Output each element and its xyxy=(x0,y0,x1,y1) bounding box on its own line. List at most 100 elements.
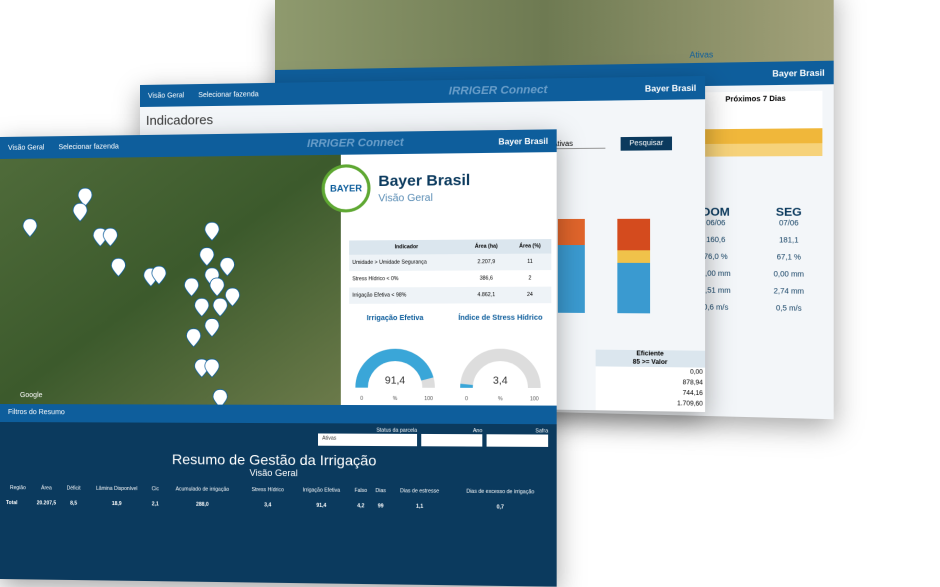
cell: 11 xyxy=(509,254,552,271)
satellite-map xyxy=(275,0,834,70)
header: Dias xyxy=(372,485,390,497)
cell: 3,4 xyxy=(243,496,293,515)
header: Área (ha) xyxy=(464,239,509,254)
day-day: SEG xyxy=(762,206,816,219)
filters: Ativas Pesquisar xyxy=(553,139,695,161)
front-screen: Visão Geral Selecionar fazenda IRRIGER C… xyxy=(0,129,557,586)
cell: Umidade > Umidade Segurança xyxy=(349,254,464,271)
table-header: Próximos 7 Dias xyxy=(689,91,822,104)
header: Área xyxy=(31,482,62,494)
cell: 386,6 xyxy=(464,270,509,287)
bar-chart xyxy=(553,203,695,319)
filter: Ano xyxy=(421,428,482,447)
gauge-unit: % xyxy=(393,396,398,402)
bar xyxy=(617,250,650,263)
filters-title: Filtros do Resumo xyxy=(0,404,557,424)
gauge-value: 91,4 xyxy=(385,375,406,386)
cell: Stress Hídrico < 0% xyxy=(349,271,464,288)
nav-item[interactable]: Visão Geral xyxy=(8,144,44,151)
row xyxy=(689,128,822,144)
cell: Total xyxy=(5,494,31,512)
row xyxy=(689,143,822,157)
logo: IRRIGER Connect xyxy=(307,137,404,151)
header: Dias de excesso de irrigação xyxy=(449,485,551,498)
header: Déficit xyxy=(62,482,85,494)
day-humidity: 67,1 % xyxy=(762,254,816,262)
header: Indicador xyxy=(349,240,464,255)
gauge-unit: % xyxy=(498,396,503,402)
bar xyxy=(617,219,650,251)
brand: Bayer Brasil xyxy=(645,83,696,93)
logo: IRRIGER Connect xyxy=(449,84,548,98)
gauge-max: 100 xyxy=(424,396,433,402)
header: Acumulado de irrigação xyxy=(162,483,243,496)
cell: 1,1 xyxy=(390,497,450,516)
gauge-title: Irrigação Efetiva xyxy=(367,315,424,322)
brand-title: Bayer Brasil xyxy=(378,172,470,190)
header: Stress Hídrico xyxy=(243,484,293,497)
brand: Bayer Brasil xyxy=(499,136,549,146)
nav-item[interactable]: Selecionar fazenda xyxy=(58,143,118,151)
nav-item[interactable]: Visão Geral xyxy=(148,92,184,100)
cell: 2,1 xyxy=(148,495,162,513)
cell: 2.207,9 xyxy=(464,254,509,271)
search-button[interactable]: Pesquisar xyxy=(621,137,673,151)
cell: 99 xyxy=(372,497,390,516)
filter-select[interactable]: Ativas xyxy=(318,433,417,446)
info-panel: BAYER Bayer Brasil Visão Geral Indicador… xyxy=(341,152,557,406)
filter[interactable]: Ativas xyxy=(553,140,606,149)
nav-item[interactable]: Selecionar fazenda xyxy=(198,91,258,99)
cell: 8,5 xyxy=(62,495,85,513)
cell: 2 xyxy=(509,270,552,287)
map[interactable]: Google xyxy=(0,155,341,405)
header: Irrigação Efetiva xyxy=(293,484,350,497)
bar xyxy=(558,219,585,245)
subtitle: Visão Geral xyxy=(378,193,433,205)
gauge-min: 0 xyxy=(360,396,363,402)
header: Falso xyxy=(350,485,371,497)
header: Cic xyxy=(148,483,162,495)
header: Lâmina Disponível xyxy=(85,483,148,496)
day-rain: 0,00 mm xyxy=(762,271,816,279)
header: Dias de estresse xyxy=(390,485,450,498)
day-evap: 2,74 mm xyxy=(762,288,816,296)
brand: Bayer Brasil xyxy=(772,68,824,78)
map-credit: Google xyxy=(20,392,43,399)
day-et: 181,1 xyxy=(762,237,816,245)
cell: 18,9 xyxy=(85,495,148,514)
map-background xyxy=(0,155,341,405)
gauges: Irrigação Efetiva 91,4 0% 100 Índice de Stre… xyxy=(341,297,557,406)
filter-select[interactable] xyxy=(421,434,482,447)
cell: 20.207,5 xyxy=(31,494,62,512)
filter: Safra xyxy=(487,428,549,447)
cell: 288,0 xyxy=(162,495,243,514)
filter-select[interactable] xyxy=(487,434,549,447)
gauge-max: 100 xyxy=(530,396,539,402)
gauge-min: 0 xyxy=(465,396,468,402)
cell: 0,7 xyxy=(449,498,551,517)
filter: Ativas xyxy=(689,50,713,60)
logo-text: BAYER xyxy=(330,183,362,194)
header: Região xyxy=(5,482,31,494)
gauge-value: 3,4 xyxy=(493,376,508,387)
header: Área (%) xyxy=(509,239,552,254)
cell: 91,4 xyxy=(293,496,350,515)
gauge-title: Índice de Stress Hídrico xyxy=(458,312,542,322)
day-wind: 0,5 m/s xyxy=(762,305,816,313)
bayer-logo: BAYER xyxy=(320,163,372,215)
forecast-table: Próximos 7 Dias xyxy=(689,91,822,156)
cell: 4,2 xyxy=(350,497,371,516)
day-date: 07/06 xyxy=(762,220,816,228)
